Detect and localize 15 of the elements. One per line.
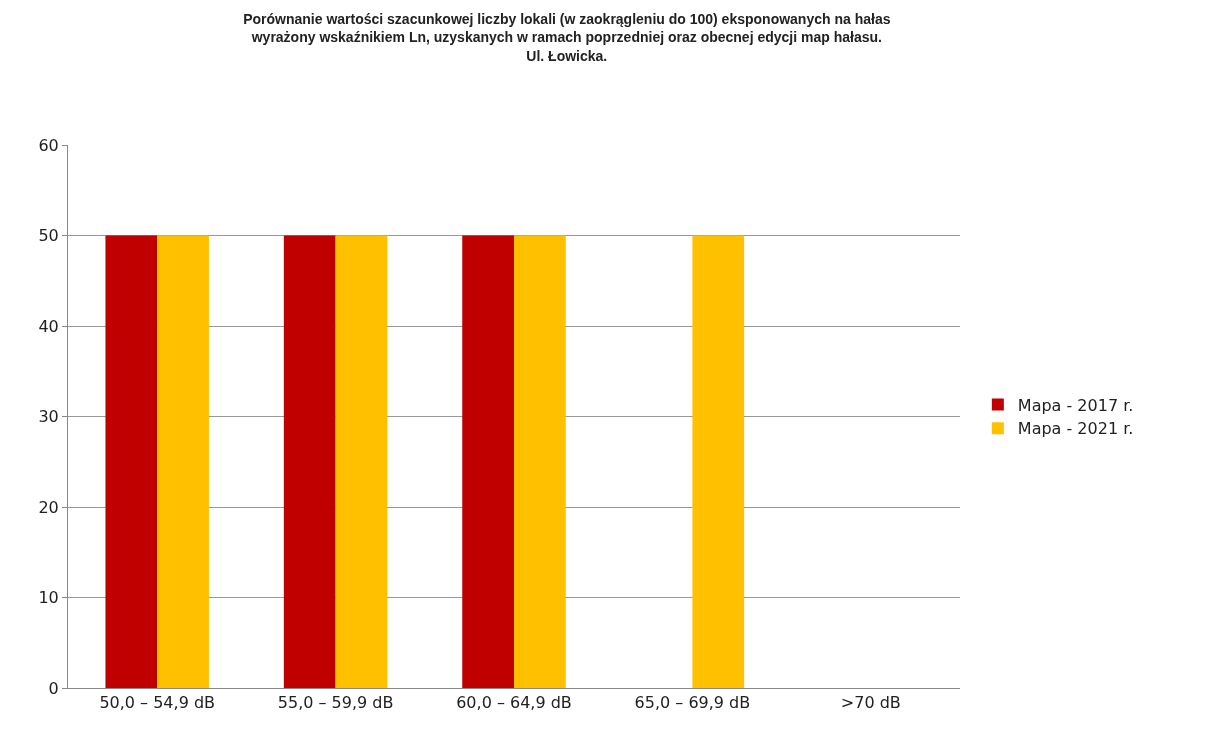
x-tick-label: 50,0 – 54,9 dB xyxy=(99,693,216,713)
x-tick-label: 55,0 – 59,9 dB xyxy=(277,693,394,713)
x-tick-label: 65,0 – 69,9 dB xyxy=(634,693,751,713)
y-tick-label: 60 xyxy=(38,135,59,155)
y-tick-label: 20 xyxy=(38,497,59,517)
legend-label: Mapa - 2021 r. xyxy=(1017,419,1134,439)
y-tick-label: 30 xyxy=(38,407,59,427)
x-tick-label: >70 dB xyxy=(840,693,901,713)
y-tick-label: 50 xyxy=(38,226,59,246)
y-tick-label: 10 xyxy=(38,588,59,608)
chart-title: Porównanie wartości szacunkowej liczby lokali (w zaokrągleniu do 100) eksponowanych na hałas wyrażony wskaźnikiem Ln, uzyskanych w ramach poprzedniej oraz obecnej edycji map hałasu. Ul. Łowicka. xyxy=(243,11,891,64)
y-tick-label: 0 xyxy=(48,678,59,698)
legend-label: Mapa - 2017 r. xyxy=(1017,395,1134,415)
y-tick-label: 40 xyxy=(38,316,59,336)
x-tick-label: 60,0 – 64,9 dB xyxy=(456,693,572,713)
